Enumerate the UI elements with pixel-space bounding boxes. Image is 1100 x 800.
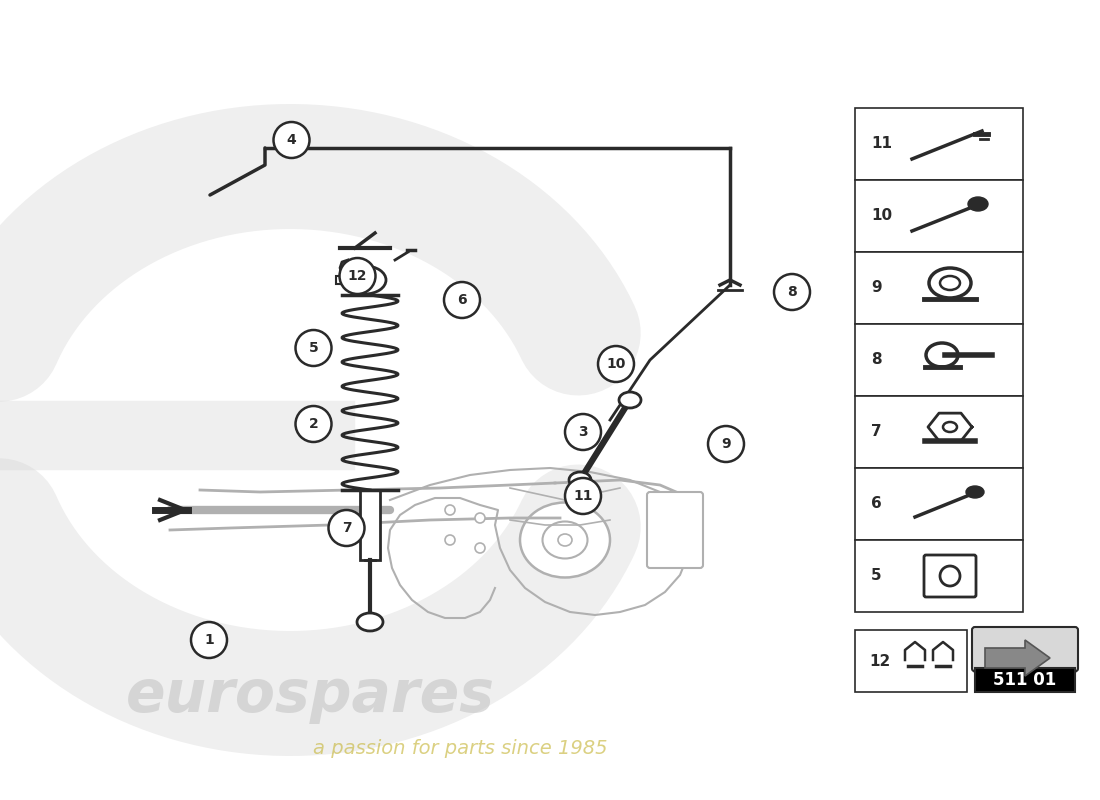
Polygon shape	[984, 640, 1050, 676]
Circle shape	[708, 426, 744, 462]
Circle shape	[191, 622, 227, 658]
Text: 5: 5	[309, 341, 318, 355]
Text: 3: 3	[579, 425, 587, 439]
Circle shape	[296, 330, 331, 366]
Text: 6: 6	[458, 293, 466, 307]
Text: 7: 7	[871, 425, 881, 439]
Ellipse shape	[542, 522, 587, 558]
FancyBboxPatch shape	[975, 669, 1075, 692]
Ellipse shape	[619, 392, 641, 408]
Text: 6: 6	[871, 497, 882, 511]
Text: 11: 11	[573, 489, 593, 503]
Ellipse shape	[558, 534, 572, 546]
Circle shape	[475, 543, 485, 553]
Circle shape	[565, 414, 601, 450]
FancyBboxPatch shape	[855, 630, 967, 692]
Circle shape	[296, 406, 331, 442]
Ellipse shape	[520, 502, 610, 578]
Circle shape	[446, 535, 455, 545]
Text: 2: 2	[309, 417, 318, 431]
Text: 5: 5	[871, 569, 881, 583]
Ellipse shape	[968, 197, 988, 211]
Circle shape	[340, 258, 375, 294]
FancyBboxPatch shape	[855, 324, 1023, 396]
FancyBboxPatch shape	[972, 627, 1078, 671]
FancyBboxPatch shape	[855, 180, 1023, 252]
FancyBboxPatch shape	[924, 555, 976, 597]
Text: 12: 12	[348, 269, 367, 283]
Text: 10: 10	[871, 209, 892, 223]
Text: 8: 8	[871, 353, 881, 367]
FancyBboxPatch shape	[855, 252, 1023, 324]
Circle shape	[774, 274, 810, 310]
Text: a passion for parts since 1985: a passion for parts since 1985	[312, 738, 607, 758]
Text: 511 01: 511 01	[993, 671, 1057, 690]
Circle shape	[274, 122, 309, 158]
Text: 10: 10	[606, 357, 626, 371]
Text: 7: 7	[342, 521, 351, 535]
FancyBboxPatch shape	[855, 540, 1023, 612]
Text: 9: 9	[871, 281, 881, 295]
FancyBboxPatch shape	[360, 490, 379, 560]
FancyBboxPatch shape	[647, 492, 703, 568]
FancyBboxPatch shape	[855, 396, 1023, 468]
Circle shape	[565, 478, 601, 514]
Text: 11: 11	[871, 137, 892, 151]
Circle shape	[329, 510, 364, 546]
FancyBboxPatch shape	[855, 108, 1023, 180]
Circle shape	[475, 513, 485, 523]
Text: 4: 4	[287, 133, 296, 147]
Text: eurospares: eurospares	[125, 666, 495, 723]
Text: 1: 1	[205, 633, 213, 647]
Text: 12: 12	[869, 654, 890, 669]
Ellipse shape	[358, 613, 383, 631]
Text: 9: 9	[722, 437, 730, 451]
Ellipse shape	[966, 486, 984, 498]
Circle shape	[444, 282, 480, 318]
Text: 8: 8	[788, 285, 796, 299]
FancyBboxPatch shape	[855, 468, 1023, 540]
Ellipse shape	[344, 266, 386, 294]
Circle shape	[598, 346, 634, 382]
Ellipse shape	[569, 472, 591, 488]
FancyBboxPatch shape	[336, 276, 348, 284]
Circle shape	[446, 505, 455, 515]
